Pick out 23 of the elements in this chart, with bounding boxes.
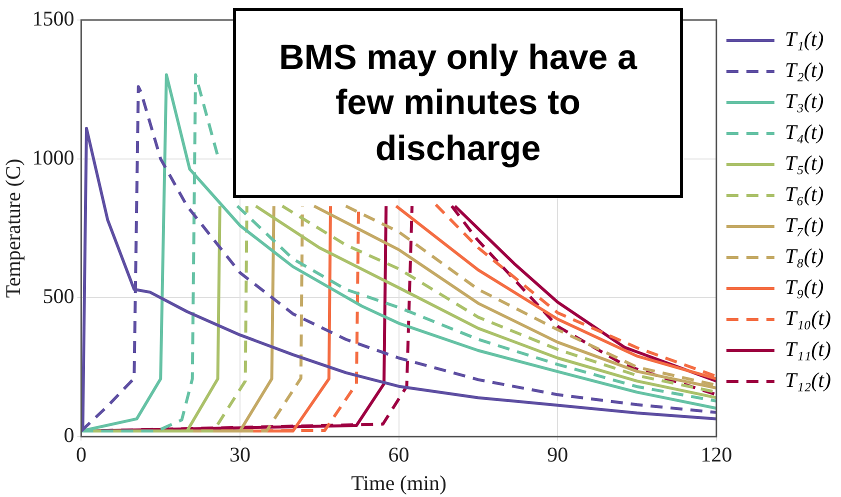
legend-label: T₂(t)	[784, 58, 824, 82]
y-tick-label: 500	[42, 284, 74, 308]
y-tick-label: 0	[64, 423, 74, 448]
x-tick-label: 90	[547, 442, 568, 467]
legend-label: T₈(t)	[784, 244, 824, 268]
legend-label: T₃(t)	[784, 89, 824, 114]
y-tick-label: 1000	[32, 145, 74, 170]
legend-label: T₅(t)	[784, 151, 824, 176]
legend-label: T₄(t)	[784, 120, 824, 144]
annotation: BMS may only have a few minutes to discharge	[233, 8, 683, 198]
y-tick-label: 1500	[32, 6, 74, 31]
x-tick-label: 120	[700, 442, 732, 467]
x-tick-label: 60	[388, 442, 410, 467]
legend-label: T₁₀(t)	[784, 306, 832, 330]
x-tick-label: 30	[230, 442, 250, 467]
legend-label: T₁₁(t)	[784, 337, 832, 362]
legend-label: T₉(t)	[784, 275, 824, 300]
legend-label: T₁(t)	[784, 27, 824, 52]
legend-label: T₆(t)	[784, 182, 824, 206]
legend-label: T₇(t)	[784, 213, 824, 238]
y-axis-title: Temperature (C)	[1, 158, 26, 298]
legend-label: T₁₂(t)	[784, 368, 832, 392]
x-axis-title: Time (min)	[351, 470, 447, 495]
